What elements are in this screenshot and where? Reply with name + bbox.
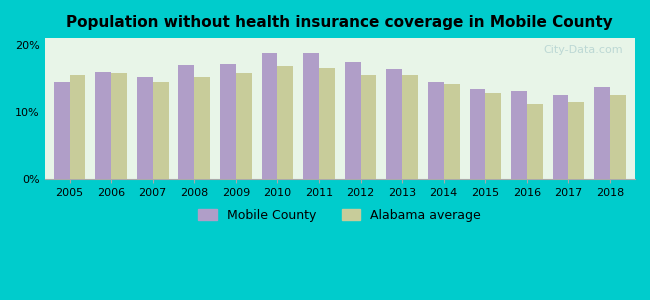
Bar xyxy=(486,93,501,179)
Bar xyxy=(610,95,626,179)
Bar xyxy=(194,77,210,179)
Bar xyxy=(220,64,236,179)
Bar xyxy=(70,75,85,179)
Bar xyxy=(552,95,569,179)
Title: Population without health insurance coverage in Mobile County: Population without health insurance cove… xyxy=(66,15,613,30)
Bar xyxy=(278,66,293,179)
Bar xyxy=(569,102,584,179)
Bar xyxy=(137,77,153,179)
Bar xyxy=(96,72,111,179)
Bar xyxy=(344,62,361,179)
Bar xyxy=(402,75,418,179)
Bar xyxy=(111,73,127,179)
Bar xyxy=(303,53,319,179)
Bar xyxy=(319,68,335,179)
Bar xyxy=(527,104,543,179)
Bar xyxy=(511,91,527,179)
Bar xyxy=(361,75,376,179)
Bar xyxy=(54,82,70,179)
Bar xyxy=(236,73,252,179)
Bar xyxy=(594,87,610,179)
Bar xyxy=(262,53,278,179)
Legend: Mobile County, Alabama average: Mobile County, Alabama average xyxy=(194,204,486,227)
Text: City-Data.com: City-Data.com xyxy=(543,45,623,55)
Bar xyxy=(428,82,444,179)
Bar xyxy=(179,65,194,179)
Bar xyxy=(444,84,460,179)
Bar xyxy=(153,82,168,179)
Bar xyxy=(469,88,486,179)
Bar xyxy=(386,69,402,179)
